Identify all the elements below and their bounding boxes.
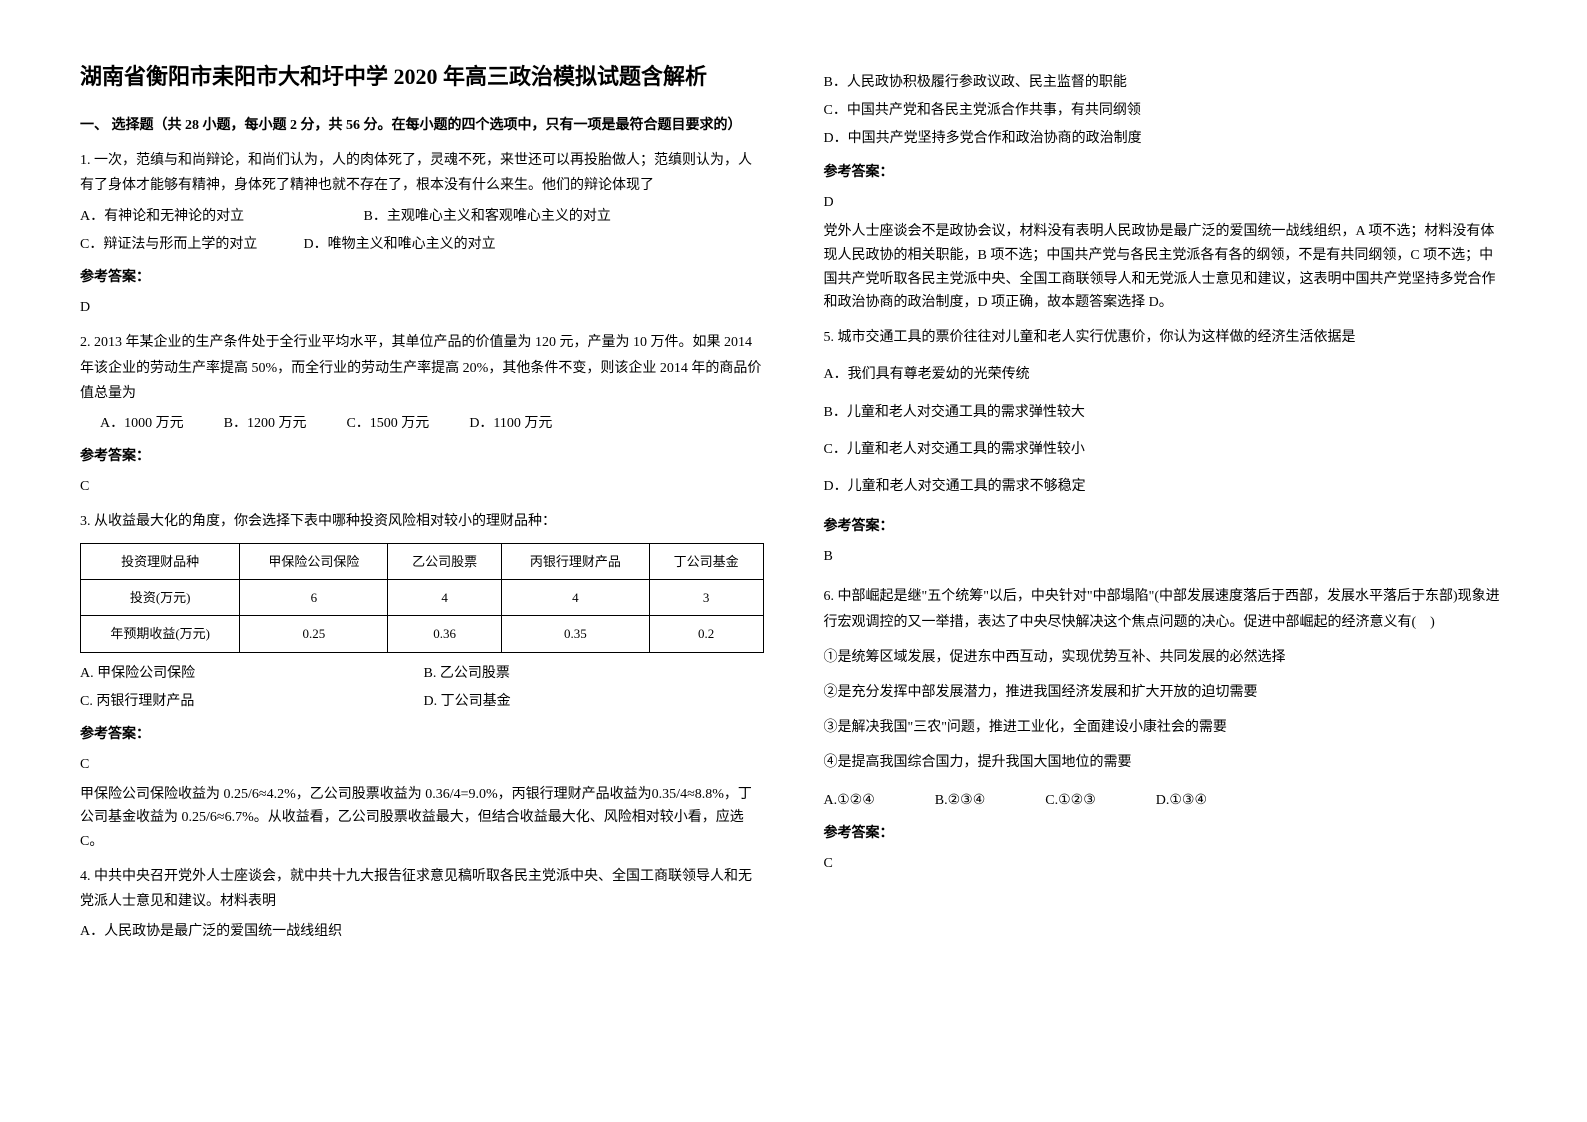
q4-text: 4. 中共中央召开党外人士座谈会，就中共十九大报告征求意见稿听取各民主党派中央、… <box>80 864 764 914</box>
q5-text: 5. 城市交通工具的票价往往对儿童和老人实行优惠价，你认为这样做的经济生活依据是 <box>824 325 1508 350</box>
table-cell: 投资理财品种 <box>81 543 240 579</box>
q6-text: 6. 中部崛起是继"五个统筹"以后，中央针对"中部塌陷"(中部发展速度落后于西部… <box>824 584 1508 634</box>
question-4-start: 4. 中共中央召开党外人士座谈会，就中共十九大报告征求意见稿听取各民主党派中央、… <box>80 864 764 945</box>
q3-answer: C <box>80 752 764 777</box>
q6-options: A.①②④ B.②③④ C.①②③ D.①③④ <box>824 788 1508 813</box>
document-title: 湖南省衡阳市耒阳市大和圩中学 2020 年高三政治模拟试题含解析 <box>80 60 764 93</box>
question-2: 2. 2013 年某企业的生产条件处于全行业平均水平，其单位产品的价值量为 12… <box>80 330 764 499</box>
q3-options: A. 甲保险公司保险 B. 乙公司股票 C. 丙银行理财产品 D. 丁公司基金 <box>80 661 764 714</box>
q2-answer-label: 参考答案： <box>80 444 764 469</box>
q3-answer-label: 参考答案： <box>80 722 764 747</box>
q5-optA: A．我们具有尊老爱幼的光荣传统 <box>824 362 1508 387</box>
q5-answer: B <box>824 544 1508 569</box>
q1-answer-label: 参考答案： <box>80 265 764 290</box>
q6-item4: ④是提高我国综合国力，提升我国大国地位的需要 <box>824 750 1508 775</box>
q5-optC: C．儿童和老人对交通工具的需求弹性较小 <box>824 437 1508 462</box>
table-cell: 3 <box>649 580 763 616</box>
q2-answer: C <box>80 474 764 499</box>
question-3: 3. 从收益最大化的角度，你会选择下表中哪种投资风险相对较小的理财品种： 投资理… <box>80 509 764 854</box>
left-column: 湖南省衡阳市耒阳市大和圩中学 2020 年高三政治模拟试题含解析 一、 选择题（… <box>50 60 794 1062</box>
q1-text: 1. 一次，范缜与和尚辩论，和尚们认为，人的肉体死了，灵魂不死，来世还可以再投胎… <box>80 148 764 198</box>
table-row: 年预期收益(万元) 0.25 0.36 0.35 0.2 <box>81 616 764 652</box>
q4-optC: C．中国共产党和各民主党派合作共事，有共同纲领 <box>824 98 1508 123</box>
q4-optA: A．人民政协是最广泛的爱国统一战线组织 <box>80 919 764 944</box>
q1-optA: A．有神论和无神论的对立 <box>80 204 360 229</box>
right-column: B．人民政协积极履行参政议政、民主监督的职能 C．中国共产党和各民主党派合作共事… <box>794 60 1538 1062</box>
q1-optB: B．主观唯心主义和客观唯心主义的对立 <box>364 209 611 224</box>
q6-optB: B.②③④ <box>935 788 986 813</box>
q4-answer-label: 参考答案： <box>824 160 1508 185</box>
q3-optA: A. 甲保险公司保险 <box>80 661 420 686</box>
q6-answer: C <box>824 851 1508 876</box>
q6-optC: C.①②③ <box>1045 788 1096 813</box>
q2-optD: D．1100 万元 <box>469 411 552 436</box>
q2-optA: A．1000 万元 <box>100 411 184 436</box>
q6-answer-label: 参考答案： <box>824 821 1508 846</box>
question-4-continued: B．人民政协积极履行参政议政、民主监督的职能 C．中国共产党和各民主党派合作共事… <box>824 70 1508 315</box>
q4-optB: B．人民政协积极履行参政议政、民主监督的职能 <box>824 70 1508 95</box>
table-cell: 4 <box>501 580 649 616</box>
q1-optD: D．唯物主义和唯心主义的对立 <box>304 237 496 252</box>
q3-optB: B. 乙公司股票 <box>424 666 510 681</box>
q6-item2: ②是充分发挥中部发展潜力，推进我国经济发展和扩大开放的迫切需要 <box>824 680 1508 705</box>
q4-answer: D <box>824 190 1508 215</box>
q1-options: A．有神论和无神论的对立 B．主观唯心主义和客观唯心主义的对立 C．辩证法与形而… <box>80 204 764 257</box>
q5-optB: B．儿童和老人对交通工具的需求弹性较大 <box>824 400 1508 425</box>
question-1: 1. 一次，范缜与和尚辩论，和尚们认为，人的肉体死了，灵魂不死，来世还可以再投胎… <box>80 148 764 320</box>
q3-explanation: 甲保险公司保险收益为 0.25/6≈4.2%，乙公司股票收益为 0.36/4=9… <box>80 783 764 854</box>
question-5: 5. 城市交通工具的票价往往对儿童和老人实行优惠价，你认为这样做的经济生活依据是… <box>824 325 1508 569</box>
q6-item3: ③是解决我国"三农"问题，推进工业化，全面建设小康社会的需要 <box>824 715 1508 740</box>
q6-optA: A.①②④ <box>824 788 875 813</box>
q1-optC: C．辩证法与形而上学的对立 <box>80 232 300 257</box>
q3-text: 3. 从收益最大化的角度，你会选择下表中哪种投资风险相对较小的理财品种： <box>80 509 764 534</box>
q6-optD: D.①③④ <box>1156 788 1207 813</box>
q5-answer-label: 参考答案： <box>824 514 1508 539</box>
section-header: 一、 选择题（共 28 小题，每小题 2 分，共 56 分。在每小题的四个选项中… <box>80 113 764 138</box>
q2-optC: C．1500 万元 <box>346 411 429 436</box>
question-6: 6. 中部崛起是继"五个统筹"以后，中央针对"中部塌陷"(中部发展速度落后于西部… <box>824 584 1508 876</box>
q3-optD: D. 丁公司基金 <box>424 694 511 709</box>
table-row: 投资理财品种 甲保险公司保险 乙公司股票 丙银行理财产品 丁公司基金 <box>81 543 764 579</box>
table-cell: 投资(万元) <box>81 580 240 616</box>
table-cell: 丙银行理财产品 <box>501 543 649 579</box>
q2-options: A．1000 万元 B．1200 万元 C．1500 万元 D．1100 万元 <box>80 411 764 436</box>
table-cell: 4 <box>388 580 502 616</box>
q2-optB: B．1200 万元 <box>224 411 307 436</box>
q6-item1: ①是统筹区域发展，促进东中西互动，实现优势互补、共同发展的必然选择 <box>824 645 1508 670</box>
q1-answer: D <box>80 295 764 320</box>
q5-optD: D．儿童和老人对交通工具的需求不够稳定 <box>824 474 1508 499</box>
q3-table: 投资理财品种 甲保险公司保险 乙公司股票 丙银行理财产品 丁公司基金 投资(万元… <box>80 543 764 653</box>
table-cell: 丁公司基金 <box>649 543 763 579</box>
q4-explanation: 党外人士座谈会不是政协会议，材料没有表明人民政协是最广泛的爱国统一战线组织，A … <box>824 220 1508 315</box>
table-row: 投资(万元) 6 4 4 3 <box>81 580 764 616</box>
q4-optD: D．中国共产党坚持多党合作和政治协商的政治制度 <box>824 126 1508 151</box>
q3-optC: C. 丙银行理财产品 <box>80 689 420 714</box>
table-cell: 乙公司股票 <box>388 543 502 579</box>
table-cell: 0.36 <box>388 616 502 652</box>
table-cell: 0.35 <box>501 616 649 652</box>
table-cell: 0.25 <box>240 616 388 652</box>
table-cell: 年预期收益(万元) <box>81 616 240 652</box>
table-cell: 6 <box>240 580 388 616</box>
table-cell: 0.2 <box>649 616 763 652</box>
q2-text: 2. 2013 年某企业的生产条件处于全行业平均水平，其单位产品的价值量为 12… <box>80 330 764 406</box>
table-cell: 甲保险公司保险 <box>240 543 388 579</box>
